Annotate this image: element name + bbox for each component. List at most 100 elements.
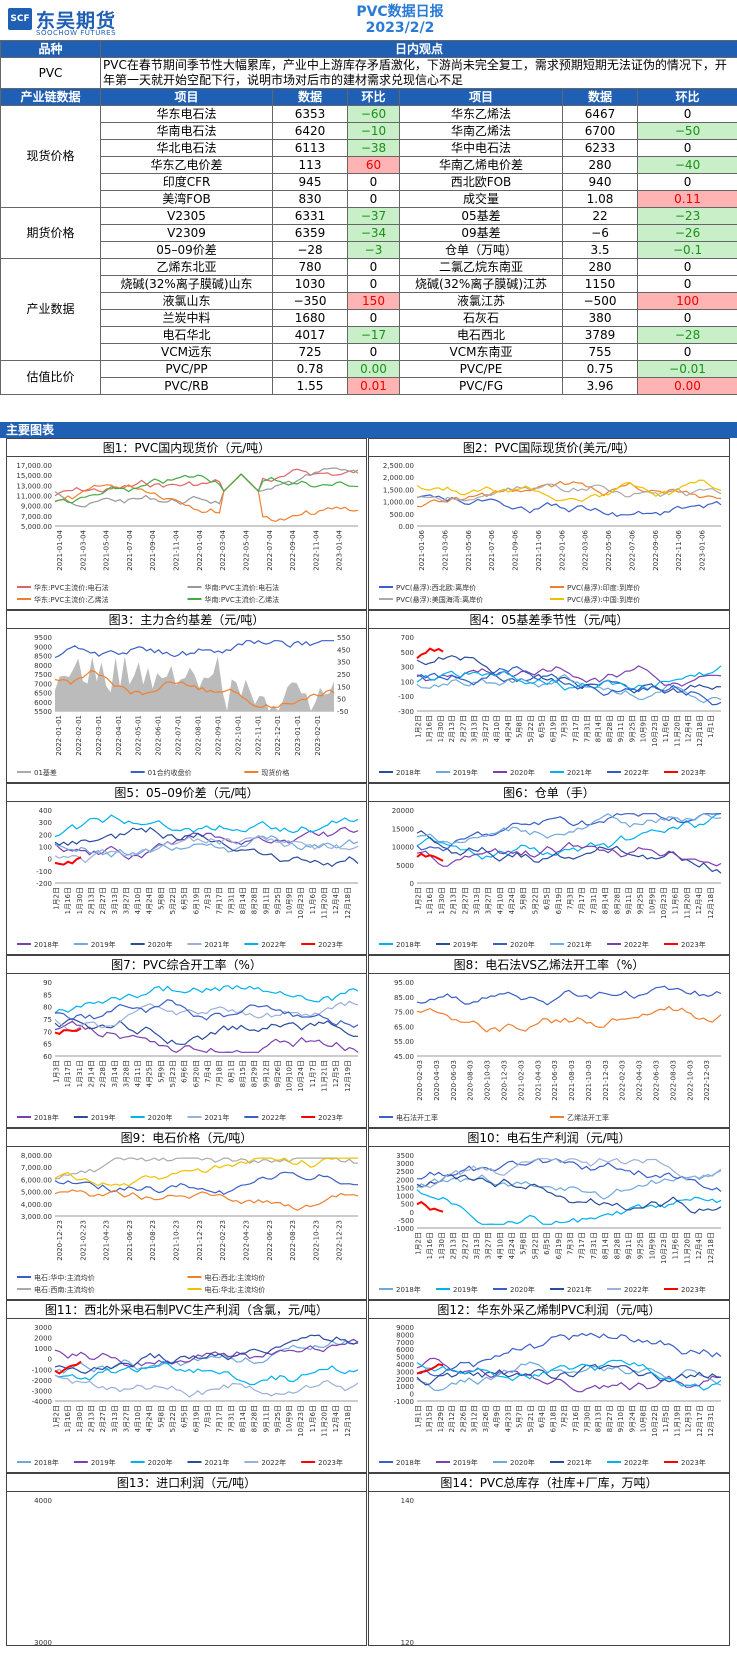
- x-tick-label: 6月5日: [538, 715, 546, 738]
- x-tick-label: 4月10日: [496, 887, 504, 914]
- x-tick-label: 2022-09-01: [214, 715, 222, 756]
- x-tick-label: 11月6日: [672, 1232, 680, 1259]
- table-row: 产业数据 乙烯东北亚 780 0 二氯乙烷东南亚 280 0: [0, 258, 737, 361]
- y-tick-label: 20000: [392, 807, 414, 815]
- y-tick-label: 0: [410, 880, 414, 888]
- x-tick-label: 1月29日: [437, 1405, 445, 1432]
- y-tick-label: 1500: [396, 1184, 414, 1192]
- x-tick-label: 4月10日: [496, 1232, 504, 1259]
- y-tick-label: 65.00: [394, 1023, 414, 1031]
- item-name: 液氯山东: [100, 292, 273, 310]
- item-name: 美湾FOB: [100, 190, 273, 208]
- chart-panel: 图2：PVC国际现货价(美元/吨） 2,500.00 2,000.00 1,500.0…: [368, 438, 730, 610]
- x-tick-label: 2023-01-06: [699, 529, 707, 570]
- y2-tick-label: 550: [337, 634, 350, 642]
- daily-view-text: PVC在春节期间季节性大幅累库，产业中上游库存矛盾激化，下游尚未完全复工，需求预…: [99, 57, 737, 89]
- chart-caption: 图14：PVC总库存（社库+厂库，万吨）: [369, 1474, 729, 1492]
- x-tick-label: 12月5日: [332, 1060, 340, 1087]
- legend-label: 2021年: [567, 1285, 592, 1294]
- chart-panel: 图11：西北外采电石制PVC生产利润（含氯，元/吨） 3000 2000 1000 0 -…: [6, 1300, 367, 1473]
- x-tick-label: 2月14日: [87, 1060, 95, 1087]
- y-tick-label: -4000: [32, 1398, 52, 1406]
- chart-caption: 图13：进口利润（元/吨）: [7, 1474, 366, 1492]
- item-change: 0: [347, 173, 400, 191]
- y-tick-label: -2000: [32, 1377, 52, 1385]
- series-line: [54, 1157, 359, 1180]
- item-change-2: 0: [636, 139, 737, 157]
- x-tick-label: 9月25日: [274, 1405, 282, 1432]
- y-tick-label: 7500: [34, 671, 52, 679]
- x-tick-label: 4月11日: [134, 1060, 142, 1087]
- x-tick-label: 2021-02-03: [517, 1060, 525, 1101]
- x-tick-label: 2021-10-23: [173, 1220, 181, 1261]
- series-line: [416, 1332, 722, 1377]
- legend-label: 乙烯法开工率: [567, 1113, 609, 1122]
- x-tick-label: 7月17日: [572, 715, 580, 742]
- x-tick-label: 12月4日: [695, 1232, 703, 1259]
- item-change: −10: [347, 122, 400, 140]
- item-name-2: 液氯江苏: [399, 292, 563, 310]
- x-tick-label: 2022-05-01: [135, 715, 143, 756]
- legend-label: 2022年: [261, 940, 286, 949]
- chart-caption: 图1：PVC国内现货价（元/吨）: [7, 439, 366, 457]
- x-tick-label: 6月6日: [181, 1060, 189, 1083]
- x-tick-label: 7月31日: [227, 887, 235, 914]
- x-tick-label: 1月2日: [52, 1405, 60, 1428]
- series-line: [54, 835, 359, 864]
- y-tick-label: 5500: [34, 708, 52, 716]
- legend-label: PVC(悬浮):西北欧:离岸价: [396, 583, 476, 592]
- x-tick-label: 7月30日: [583, 1405, 591, 1432]
- y-tick-label: -1000: [32, 1366, 52, 1374]
- legend-label: 2019年: [91, 940, 116, 949]
- report-title-block: PVC数据日报 2023/2/2: [300, 4, 500, 36]
- y-tick-label: 200: [39, 831, 52, 839]
- col-value: 数据: [272, 88, 348, 106]
- legend-label: 2023年: [318, 1458, 343, 1467]
- y-tick-label: 3000: [34, 1639, 52, 1646]
- y-tick-label: 7000: [34, 680, 52, 688]
- x-tick-label: 7月31日: [590, 1232, 598, 1259]
- y-tick-label: 3500: [396, 1152, 414, 1160]
- legend-label: 2021年: [567, 1458, 592, 1467]
- series-line: [54, 1027, 82, 1036]
- basis-area: [55, 656, 334, 711]
- item-change: 0: [347, 190, 400, 208]
- x-tick-label: 2022-09-04: [289, 529, 297, 570]
- y-tick-label: 4,000.00: [21, 1201, 52, 1209]
- legend-label: PVC(悬浮):中国:到岸价: [567, 595, 640, 604]
- x-tick-label: 2022-12-01: [274, 715, 282, 756]
- series-line: [416, 813, 722, 860]
- x-tick-label: 5月22日: [531, 1232, 539, 1259]
- item-change-2: 0.11: [636, 190, 737, 208]
- x-tick-label: 12月18日: [707, 887, 715, 919]
- series-line: [54, 1189, 359, 1211]
- table-row: VCM远东 725 0 VCM东南亚 755 0: [1, 343, 737, 361]
- x-tick-label: 2月27日: [459, 715, 467, 742]
- item-name-2: 华南乙烯电价差: [399, 156, 563, 174]
- legend-label: 2022年: [624, 940, 649, 949]
- x-tick-label: 2020-08-03: [467, 1060, 475, 1101]
- x-tick-label: 9月25日: [628, 715, 636, 742]
- x-tick-label: 3月13日: [111, 1405, 119, 1432]
- legend-label: 2018年: [396, 1458, 421, 1467]
- y-tick-label: 100: [401, 678, 414, 686]
- chart-plot: 3500300025002000150010005000-500-10001月2…: [379, 1152, 722, 1294]
- x-tick-label: 12月18日: [696, 715, 704, 747]
- view-header: 日内观点: [99, 40, 737, 58]
- x-tick-label: 2020-04-03: [433, 1060, 441, 1101]
- x-tick-label: 12月18日: [707, 1232, 715, 1264]
- x-tick-label: 4月23日: [504, 1405, 512, 1432]
- item-name-2: VCM东南亚: [399, 343, 563, 361]
- x-tick-label: 1月2日: [415, 1232, 423, 1255]
- x-tick-label: 2021-12-23: [196, 1220, 204, 1261]
- legend-label: 电石:西北:主流均价: [205, 1273, 266, 1282]
- x-tick-label: 2023-02-01: [314, 715, 322, 756]
- y-tick-label: 70: [43, 1028, 52, 1036]
- y-tick-label: -1000: [394, 1398, 414, 1406]
- legend-label: 2022年: [624, 1285, 649, 1294]
- legend-label: 现货价格: [261, 768, 289, 777]
- chart-caption: 图12：华东外采乙烯制PVC利润（元/吨）: [369, 1301, 729, 1319]
- x-tick-label: 7月31日: [590, 887, 598, 914]
- chart-caption: 图6：仓单（手）: [369, 784, 729, 802]
- x-tick-label: 5月23日: [169, 1060, 177, 1087]
